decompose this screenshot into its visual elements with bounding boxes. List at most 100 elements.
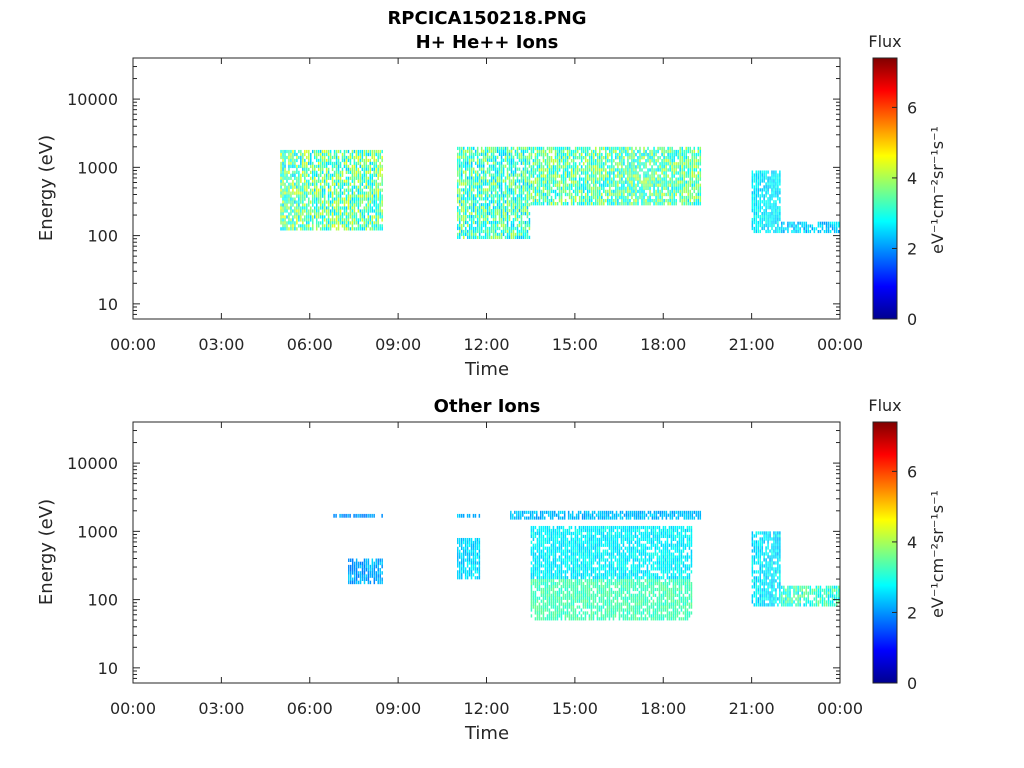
flux-cell (510, 191, 513, 195)
flux-cell (367, 568, 370, 572)
flux-cell (695, 174, 698, 178)
flux-cell (603, 189, 605, 194)
flux-cell (369, 209, 372, 213)
flux-cell (306, 191, 308, 195)
flux-cell (510, 510, 512, 514)
flux-cell (457, 155, 459, 159)
flux-cell (600, 573, 603, 577)
flux-cell (319, 158, 322, 163)
panel-1-y-label: Energy (eV) (36, 135, 57, 241)
flux-cell (353, 215, 356, 219)
flux-cell (315, 182, 318, 186)
flux-cell (619, 156, 621, 160)
flux-cell (520, 513, 522, 517)
flux-cell (490, 235, 493, 240)
flux-cell (343, 152, 346, 157)
flux-cell (673, 513, 676, 517)
flux-cell (466, 179, 469, 183)
flux-cell (594, 531, 597, 536)
flux-cell (457, 223, 459, 228)
flux-cell (593, 171, 595, 175)
flux-cell (329, 161, 332, 166)
flux-cell (310, 182, 312, 186)
flux-cell (524, 212, 527, 216)
flux-cell (302, 158, 304, 163)
flux-cell (353, 564, 356, 569)
flux-cell (552, 162, 555, 166)
flux-cell (556, 570, 559, 574)
flux-cell (363, 218, 366, 222)
flux-cell (314, 155, 316, 160)
flux-cell (381, 218, 383, 222)
flux-cell (775, 191, 777, 195)
flux-cell (371, 167, 373, 172)
flux-cell (601, 510, 604, 514)
figure-title: RPCICA150218.PNG (387, 8, 586, 29)
flux-cell (526, 223, 529, 228)
flux-cell (282, 191, 284, 195)
flux-cell (835, 227, 838, 231)
flux-cell (751, 194, 754, 198)
flux-cell (530, 546, 533, 550)
flux-cell (530, 540, 533, 544)
flux-cell (369, 164, 372, 169)
flux-cell (639, 149, 641, 154)
flux-cell (375, 149, 377, 154)
flux-cell (353, 179, 356, 183)
flux-cell (619, 510, 622, 514)
flux-cell (508, 217, 511, 222)
flux-cell (763, 203, 765, 207)
flux-cell (562, 186, 565, 191)
flux-cell (502, 164, 505, 168)
flux-cell (613, 180, 615, 184)
flux-cell (317, 194, 320, 198)
flux-cell (765, 188, 767, 192)
flux-cell (474, 226, 477, 231)
flux-cell (797, 224, 799, 228)
flux-cell (663, 513, 666, 517)
flux-cell (560, 564, 563, 568)
flux-cell (478, 564, 481, 568)
flux-cell (329, 176, 332, 180)
flux-cell (536, 543, 539, 547)
flux-cell (617, 165, 619, 169)
flux-cell (546, 146, 549, 151)
flux-cell (627, 180, 629, 184)
flux-cell (327, 149, 330, 154)
flux-cell (459, 549, 461, 553)
flux-cell (524, 206, 527, 210)
flux-cell (593, 177, 595, 181)
flux-cell (697, 198, 700, 203)
flux-cell (337, 164, 340, 169)
flux-cell (520, 200, 523, 204)
flux-cell (350, 564, 352, 569)
flux-cell (673, 168, 675, 172)
flux-cell (310, 164, 312, 169)
flux-cell (566, 555, 569, 559)
flux-cell (363, 580, 366, 585)
flux-cell (588, 174, 591, 178)
flux-cell (304, 203, 306, 207)
flux-cell (512, 226, 515, 231)
flux-cell (777, 197, 779, 201)
flux-cell (371, 173, 373, 177)
flux-cell (351, 191, 354, 195)
flux-cell (572, 552, 575, 556)
flux-cell (312, 167, 314, 172)
flux-cell (528, 235, 531, 240)
flux-cell (651, 513, 654, 517)
flux-cell (516, 235, 519, 240)
flux-cell (667, 186, 669, 191)
flux-cell (474, 170, 477, 174)
flux-cell (463, 197, 465, 201)
flux-cell (518, 513, 520, 517)
flux-cell (621, 174, 623, 178)
flux-cell (470, 558, 473, 562)
flux-cell (345, 218, 348, 222)
flux-cell (532, 534, 535, 539)
flux-cell (506, 149, 509, 154)
flux-cell (532, 180, 535, 184)
flux-cell (580, 156, 583, 160)
flux-cell (461, 209, 463, 213)
flux-cell (490, 200, 493, 204)
